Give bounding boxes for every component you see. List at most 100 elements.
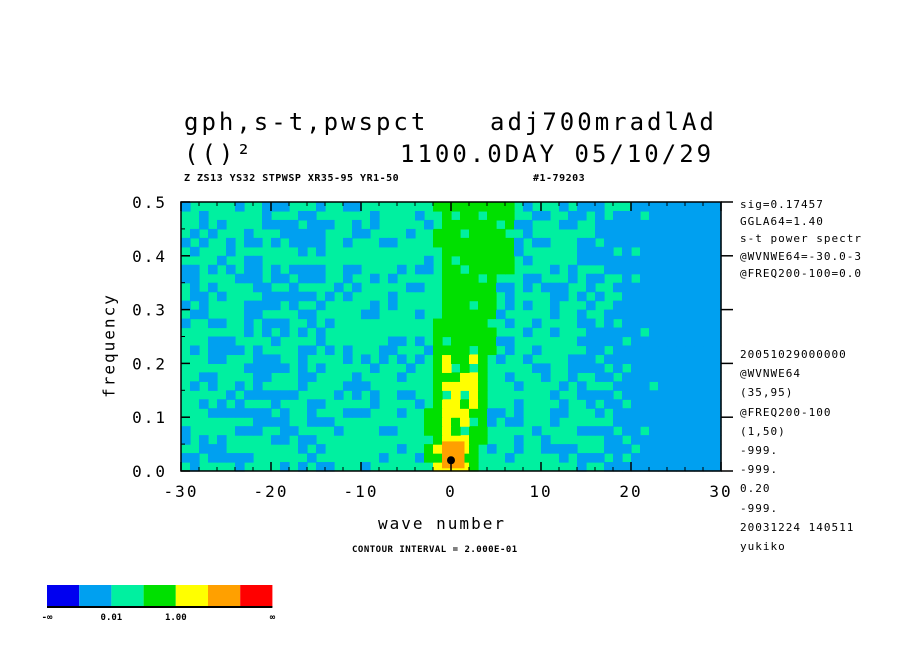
- heatmap-cell: [658, 444, 668, 454]
- heatmap-cell: [298, 345, 308, 356]
- heatmap-cell: [262, 327, 272, 338]
- heatmap-cell: [676, 354, 686, 364]
- heatmap-cell: [649, 282, 659, 293]
- heatmap-cell: [568, 444, 578, 454]
- heatmap-cell: [442, 246, 452, 257]
- heatmap-cell: [469, 318, 479, 329]
- heatmap-cell: [424, 345, 434, 356]
- heatmap-cell: [397, 354, 407, 364]
- heatmap-cell: [415, 264, 425, 275]
- heatmap-cell: [631, 435, 641, 445]
- heatmap-cell: [496, 336, 506, 347]
- heatmap-cell: [487, 345, 497, 356]
- heatmap-cell: [550, 300, 560, 311]
- heatmap-cell: [694, 228, 704, 239]
- heatmap-cell: [613, 408, 623, 418]
- heatmap-cell: [712, 228, 722, 239]
- heatmap-cell: [550, 417, 560, 427]
- heatmap-cell: [298, 372, 308, 382]
- heatmap-cell: [694, 354, 704, 364]
- heatmap-cell: [631, 417, 641, 427]
- heatmap-cell: [190, 462, 200, 472]
- heatmap-cell: [694, 453, 704, 463]
- heatmap-cell: [640, 435, 650, 445]
- heatmap-cell: [640, 246, 650, 257]
- heatmap-cell: [379, 453, 389, 463]
- heatmap-cell: [640, 273, 650, 284]
- side-info-line: GGLA64=1.40: [740, 215, 824, 229]
- side-info-line: @WVNWE64=-30.0-3: [740, 249, 862, 263]
- heatmap-cell: [352, 381, 362, 391]
- heatmap-cell: [550, 309, 560, 320]
- heatmap-cell: [442, 345, 452, 356]
- heatmap-cell: [703, 444, 713, 454]
- heatmap-cell: [712, 309, 722, 320]
- heatmap-cell: [595, 202, 605, 212]
- heatmap-cell: [685, 327, 695, 338]
- heatmap-cell: [649, 399, 659, 409]
- heatmap-cell: [433, 453, 443, 463]
- heatmap-cell: [532, 273, 542, 284]
- heatmap-cell: [316, 219, 326, 230]
- heatmap-cell: [685, 210, 695, 221]
- heatmap-cell: [523, 282, 533, 293]
- heatmap-cell: [613, 264, 623, 275]
- heatmap-cell: [307, 372, 317, 382]
- heatmap-cell: [487, 237, 497, 248]
- heatmap-cell: [622, 228, 632, 239]
- heatmap-cell: [631, 237, 641, 248]
- heatmap-cell: [442, 255, 452, 266]
- heatmap-cell: [622, 264, 632, 275]
- heatmap-cell: [541, 363, 551, 373]
- heatmap-cell: [595, 291, 605, 302]
- heatmap-cell: [649, 363, 659, 373]
- heatmap-cell: [703, 408, 713, 418]
- heatmap-cell: [676, 408, 686, 418]
- heatmap-cell: [640, 255, 650, 266]
- heatmap-cell: [217, 336, 227, 347]
- heatmap-cell: [469, 426, 479, 436]
- heatmap-cell: [694, 372, 704, 382]
- heatmap-cell: [226, 453, 236, 463]
- heatmap-cell: [280, 273, 290, 284]
- heatmap-cell: [613, 453, 623, 463]
- heatmap-cell: [298, 246, 308, 257]
- side-info-line: 20051029000000: [740, 348, 847, 361]
- heatmap-cell: [433, 381, 443, 391]
- heatmap-cell: [685, 399, 695, 409]
- heatmap-cell: [181, 237, 191, 248]
- heatmap-cell: [307, 291, 317, 302]
- heatmap-cell: [649, 336, 659, 347]
- heatmap-cell: [460, 273, 470, 284]
- heatmap-cell: [361, 462, 371, 472]
- heatmap-cell: [271, 300, 281, 311]
- heatmap-cell: [685, 219, 695, 230]
- heatmap-cell: [406, 390, 416, 400]
- heatmap-cell: [352, 202, 362, 212]
- heatmap-cell: [550, 291, 560, 302]
- heatmap-cell: [253, 300, 263, 311]
- title-left: gph,s-t,pwspct: [184, 108, 429, 136]
- heatmap-cell: [667, 246, 677, 257]
- heatmap-cell: [451, 417, 461, 427]
- heatmap-cell: [640, 202, 650, 212]
- heatmap-cell: [568, 210, 578, 221]
- heatmap-cell: [703, 327, 713, 338]
- heatmap-cell: [496, 228, 506, 239]
- heatmap-cell: [622, 255, 632, 266]
- colorbar: -∞ 0.01 1.00 ∞: [42, 585, 276, 623]
- heatmap-cell: [433, 363, 443, 373]
- heatmap-cell: [280, 219, 290, 230]
- heatmap-cell: [712, 399, 722, 409]
- heatmap-cell: [433, 444, 443, 454]
- heatmap-cell: [649, 435, 659, 445]
- heatmap-cell: [685, 363, 695, 373]
- heatmap-cell: [631, 300, 641, 311]
- heatmap-cell: [244, 327, 254, 338]
- heatmap-cell: [514, 408, 524, 418]
- heatmap-cell: [514, 435, 524, 445]
- heatmap-cell: [595, 345, 605, 356]
- heatmap-cell: [307, 210, 317, 221]
- heatmap-cell: [451, 282, 461, 293]
